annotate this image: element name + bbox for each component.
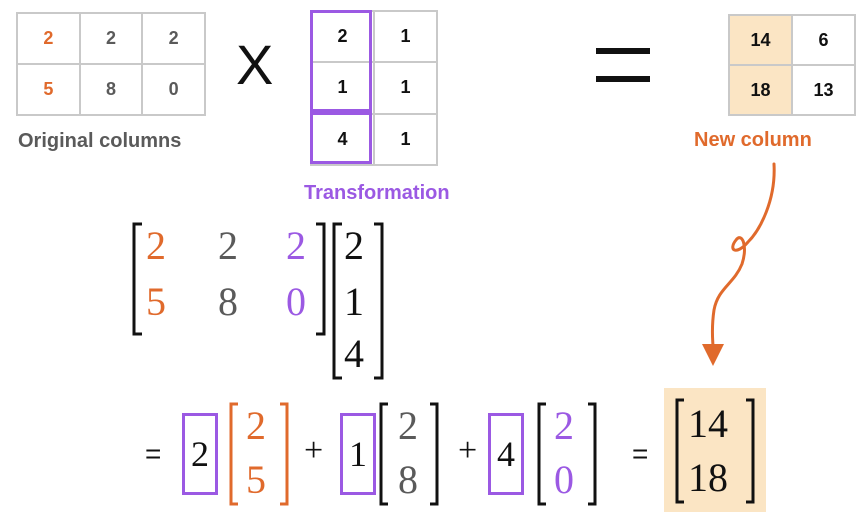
vector-entry: 4 [344,331,364,376]
matrix-entry: 5 [146,279,166,324]
coefficient-box: 4 [488,413,524,495]
matrix-brackets [132,222,384,380]
equals-sign-line2: = [145,438,162,469]
plus-sign: + [458,432,478,469]
matrix-entry: 2 [286,223,306,268]
coefficient-box: 2 [182,413,218,495]
new-column-caption: New column [694,129,812,151]
plus-sign: + [304,432,324,469]
times-symbol: X [236,33,274,96]
equals-sign-final: = [632,438,649,469]
equals-symbol [596,76,650,82]
result-entry: 18 [688,455,728,500]
result-table: 14 6 18 13 [728,14,856,116]
equals-symbol [596,48,650,54]
matrix-entry: 2 [218,223,238,268]
orig-cell: 2 [17,13,80,64]
result-cell: 6 [792,15,855,65]
transform-cell: 1 [374,113,437,165]
result-cell: 18 [729,65,792,115]
column-brackets-orange [229,402,289,506]
orig-cell: 5 [17,64,80,115]
coefficient-box: 1 [340,413,376,495]
result-cell: 14 [729,15,792,65]
transformation-caption: Transformation [304,182,450,204]
original-columns-table: 2 2 2 5 8 0 [16,12,206,116]
matrix-entry: 2 [146,223,166,268]
column-entry: 2 [398,403,418,448]
result-cell: 13 [792,65,855,115]
orig-cell: 0 [142,64,205,115]
column-brackets-black [537,402,597,506]
column-entry: 2 [554,403,574,448]
original-columns-caption: Original columns [18,130,182,152]
transform-highlight-bottom [310,112,372,164]
column-brackets-black [379,402,439,506]
orig-cell: 2 [142,13,205,64]
result-entry: 14 [688,401,728,446]
matrix-entry: 8 [218,279,238,324]
result-highlight [664,388,766,512]
result-brackets [675,398,755,504]
vector-entry: 2 [344,223,364,268]
column-entry: 2 [246,403,266,448]
column-entry: 0 [554,457,574,502]
transform-cell: 1 [374,11,437,63]
column-entry: 8 [398,457,418,502]
transform-highlight-top [310,10,372,112]
orig-cell: 8 [79,64,143,115]
column-entry: 5 [246,457,266,502]
curly-arrow [702,162,776,366]
vector-entry: 1 [344,279,364,324]
orig-cell: 2 [79,13,143,64]
transform-cell: 1 [374,62,437,114]
matrix-entry: 0 [286,279,306,324]
